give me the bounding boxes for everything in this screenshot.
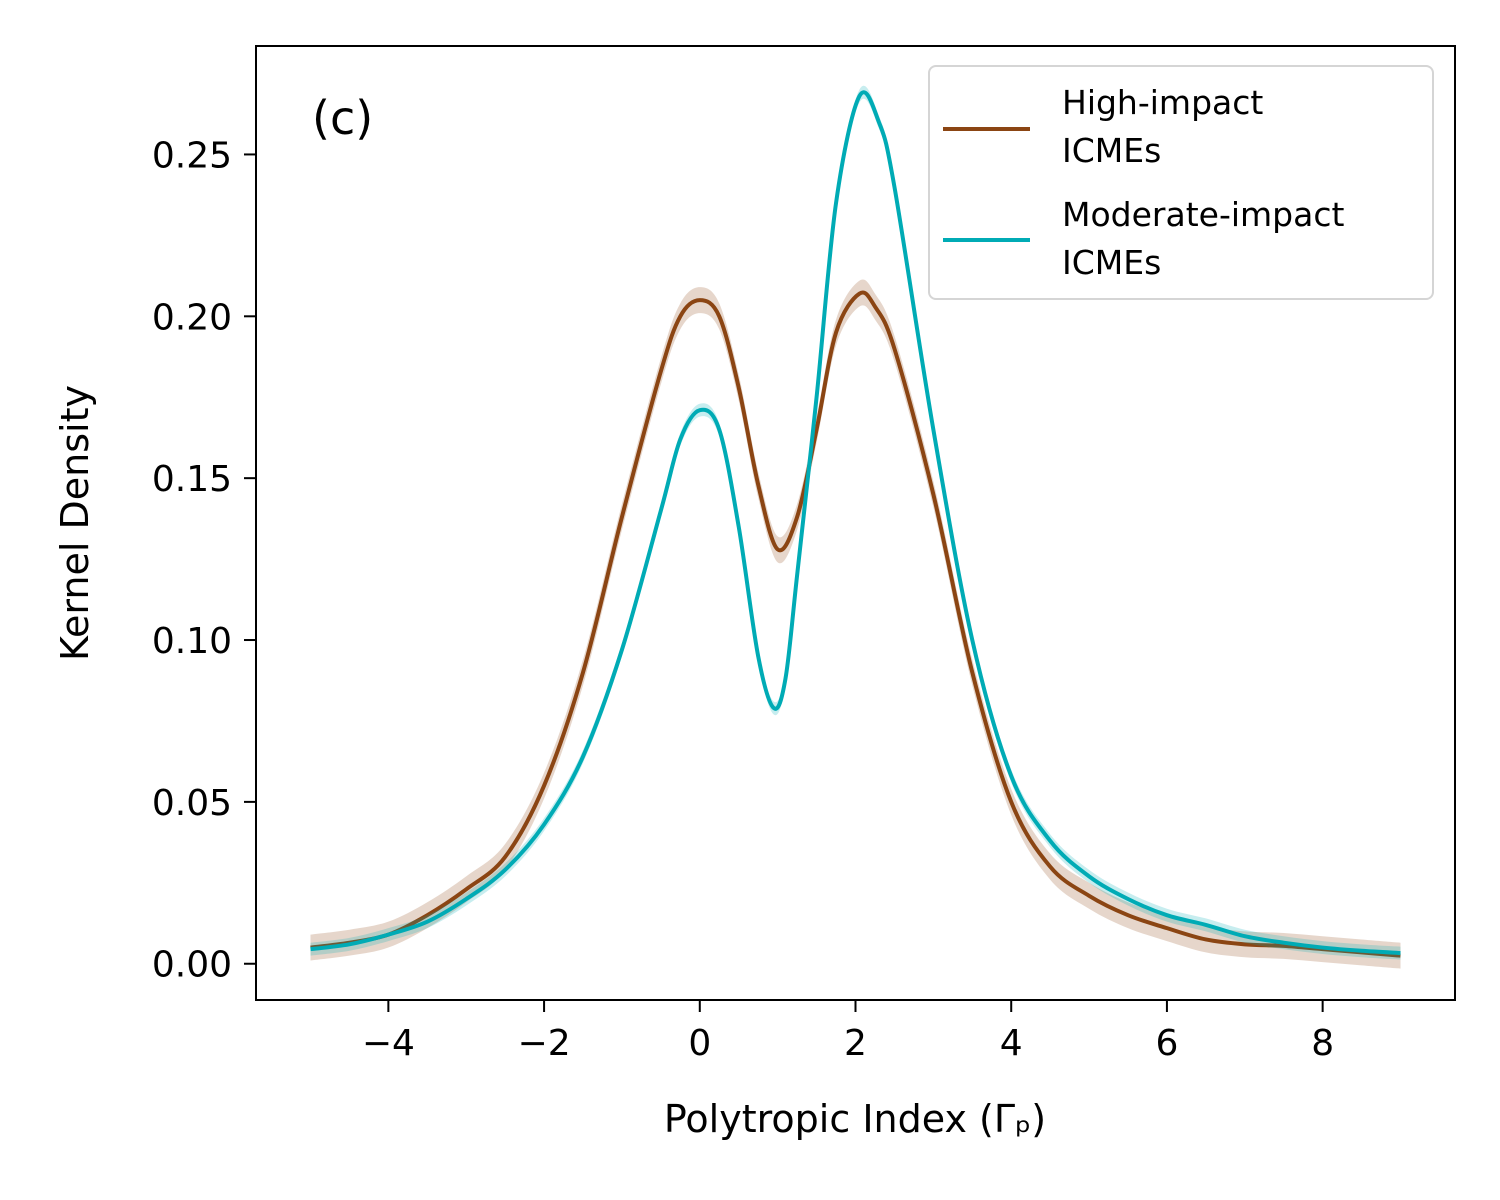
legend-label-moderate-impact-line2: ICMEs — [1062, 243, 1161, 282]
panel-label: (c) — [312, 91, 373, 145]
x-axis-label: Polytropic Index (Γₚ) — [664, 1097, 1046, 1141]
legend-label-high-impact-line2: ICMEs — [1062, 131, 1161, 170]
y-tick-label: 0.15 — [152, 459, 232, 500]
y-tick-label: 0.00 — [152, 945, 232, 986]
legend-label-moderate-impact-line1: Moderate-impact — [1062, 195, 1344, 234]
y-axis: 0.00 0.05 0.10 0.15 0.20 0.25 — [152, 135, 256, 986]
series-line-high-impact — [310, 290, 1401, 958]
x-tick-label: 2 — [844, 1023, 867, 1064]
y-tick-label: 0.20 — [152, 297, 232, 338]
x-axis: −4 −2 0 2 4 6 8 — [362, 1000, 1334, 1064]
axes-frame — [255, 45, 1456, 1001]
y-axis-label: Kernel Density — [53, 385, 97, 661]
x-tick-label: 0 — [688, 1023, 711, 1064]
x-tick-label: 4 — [1000, 1023, 1023, 1064]
plot-area — [310, 85, 1401, 969]
x-tick-label: 6 — [1155, 1023, 1178, 1064]
legend-label-high-impact-line1: High-impact — [1062, 83, 1263, 122]
x-tick-label: −4 — [362, 1023, 415, 1064]
x-tick-label: 8 — [1311, 1023, 1334, 1064]
legend-box — [928, 65, 1434, 300]
y-tick-label: 0.05 — [152, 783, 232, 824]
y-tick-label: 0.10 — [152, 621, 232, 662]
x-tick-label: −2 — [518, 1023, 571, 1064]
series-line-moderate-impact — [310, 90, 1401, 956]
y-tick-label: 0.25 — [152, 135, 232, 176]
legend: High-impact ICMEs Moderate-impact ICMEs — [928, 65, 1434, 300]
